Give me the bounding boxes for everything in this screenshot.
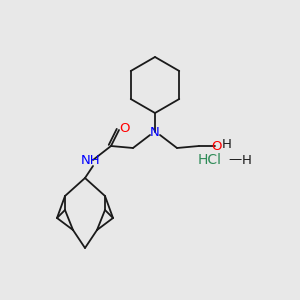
Text: N: N <box>150 125 160 139</box>
Text: H: H <box>222 139 232 152</box>
Text: HCl: HCl <box>198 153 222 167</box>
Text: H: H <box>242 154 252 166</box>
Text: O: O <box>119 122 129 134</box>
Text: NH: NH <box>81 154 101 167</box>
Text: —: — <box>228 154 242 166</box>
Text: O: O <box>211 140 221 152</box>
